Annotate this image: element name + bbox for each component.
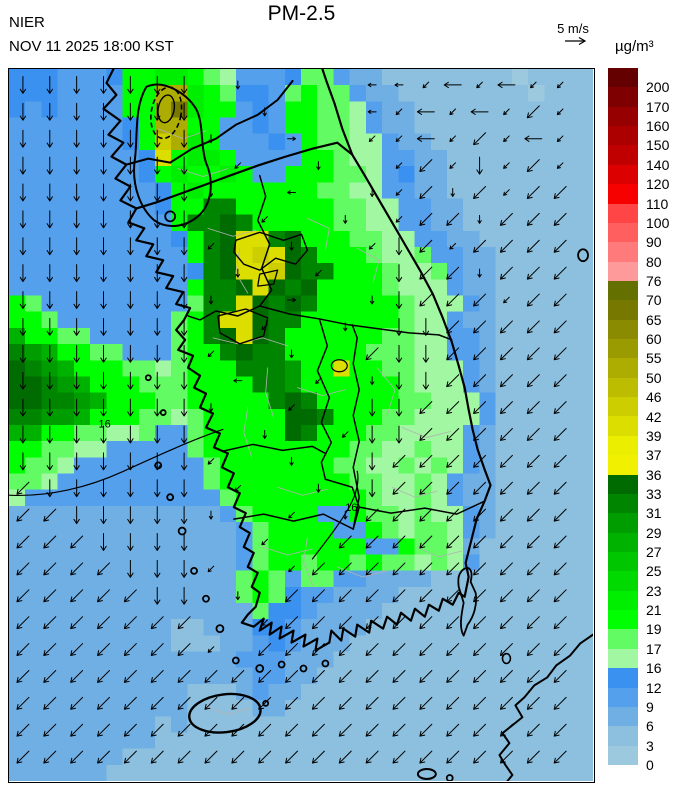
colorbar-segment xyxy=(608,416,638,436)
colorbar-label: 17 xyxy=(646,640,662,657)
colorbar-label: 3 xyxy=(646,737,654,754)
colorbar-segment xyxy=(608,629,638,649)
colorbar-segment xyxy=(608,571,638,591)
colorbar-segment xyxy=(608,184,638,204)
units-label: µg/m³ xyxy=(615,38,654,55)
colorbar-label: 37 xyxy=(646,447,662,464)
colorbar-label: 70 xyxy=(646,292,662,309)
colorbar-label: 55 xyxy=(646,350,662,367)
colorbar-label: 19 xyxy=(646,621,662,638)
colorbar-segment xyxy=(608,474,638,494)
colorbar-segment xyxy=(608,435,638,456)
concentration-cells xyxy=(9,69,593,781)
colorbar-label: 42 xyxy=(646,408,662,425)
colorbar-segment xyxy=(608,493,638,514)
colorbar-label: 25 xyxy=(646,563,662,580)
agency-label: NIER xyxy=(9,14,45,31)
colorbar-segment xyxy=(608,377,638,398)
colorbar-segment xyxy=(608,87,638,107)
colorbar-segment xyxy=(608,339,638,359)
colorbar-segment xyxy=(608,726,638,746)
coastline xyxy=(102,69,492,652)
concentration-contours xyxy=(9,86,359,560)
colorbar-segment xyxy=(608,222,638,243)
colorbar-label: 23 xyxy=(646,582,662,599)
colorbar-segment xyxy=(608,280,638,301)
colorbar-label: 160 xyxy=(646,118,670,135)
colorbar-label: 12 xyxy=(646,679,662,696)
colorbar-label: 50 xyxy=(646,369,662,386)
colorbar-label: 65 xyxy=(646,311,662,328)
colorbar-segment xyxy=(608,668,638,688)
colorbar-label: 76 xyxy=(646,272,662,289)
colorbar-segment xyxy=(608,145,638,165)
colorbar-segment xyxy=(608,164,638,185)
colorbar xyxy=(608,68,638,765)
colorbar-label: 29 xyxy=(646,524,662,541)
colorbar-segment xyxy=(608,242,638,262)
colorbar-label: 6 xyxy=(646,718,654,735)
contour-label: 16 xyxy=(345,502,357,514)
colorbar-segment xyxy=(608,68,638,88)
contour-label: 16 xyxy=(99,418,111,430)
datetime-label: NOV 11 2025 18:00 KST xyxy=(9,38,174,55)
colorbar-segment xyxy=(608,126,638,146)
colorbar-segment xyxy=(608,648,638,669)
colorbar-label: 46 xyxy=(646,389,662,406)
colorbar-segment xyxy=(608,706,638,727)
colorbar-label: 9 xyxy=(646,698,654,715)
colorbar-segment xyxy=(608,397,638,417)
colorbar-segment xyxy=(608,261,638,281)
colorbar-label: 110 xyxy=(646,195,669,212)
colorbar-segment xyxy=(608,610,638,630)
wind-scale-arrow-icon xyxy=(565,36,587,46)
colorbar-segment xyxy=(608,300,638,320)
colorbar-segment xyxy=(608,513,638,533)
colorbar-label: 90 xyxy=(646,234,662,251)
pm25-concentration-map: 16 16 xyxy=(8,68,595,783)
colorbar-segment xyxy=(608,319,638,340)
colorbar-label: 36 xyxy=(646,466,662,483)
colorbar-segment xyxy=(608,551,638,572)
colorbar-segment xyxy=(608,455,638,475)
colorbar-label: 21 xyxy=(646,602,662,619)
colorbar-segment xyxy=(608,590,638,611)
colorbar-label: 150 xyxy=(646,137,670,154)
province-boundaries xyxy=(187,174,486,530)
colorbar-segment xyxy=(608,687,638,707)
colorbar-segment xyxy=(608,532,638,552)
colorbar-label: 27 xyxy=(646,544,662,561)
colorbar-segment xyxy=(608,106,638,127)
colorbar-label: 80 xyxy=(646,253,662,270)
colorbar-segment xyxy=(608,203,638,223)
colorbar-label: 170 xyxy=(646,98,670,115)
colorbar-label: 140 xyxy=(646,156,670,173)
colorbar-label: 100 xyxy=(646,214,670,231)
colorbar-segment xyxy=(608,745,638,765)
wind-scale-label: 5 m/s xyxy=(557,21,589,36)
colorbar-label: 16 xyxy=(646,660,662,677)
page-title: PM-2.5 xyxy=(267,2,336,25)
colorbar-label: 60 xyxy=(646,331,662,348)
colorbar-label: 200 xyxy=(646,79,670,96)
wind-arrows xyxy=(16,75,567,764)
colorbar-label: 33 xyxy=(646,485,662,502)
colorbar-label: 31 xyxy=(646,505,662,522)
colorbar-label: 120 xyxy=(646,176,670,193)
colorbar-label: 0 xyxy=(646,757,654,773)
colorbar-label: 39 xyxy=(646,427,662,444)
colorbar-segment xyxy=(608,358,638,378)
